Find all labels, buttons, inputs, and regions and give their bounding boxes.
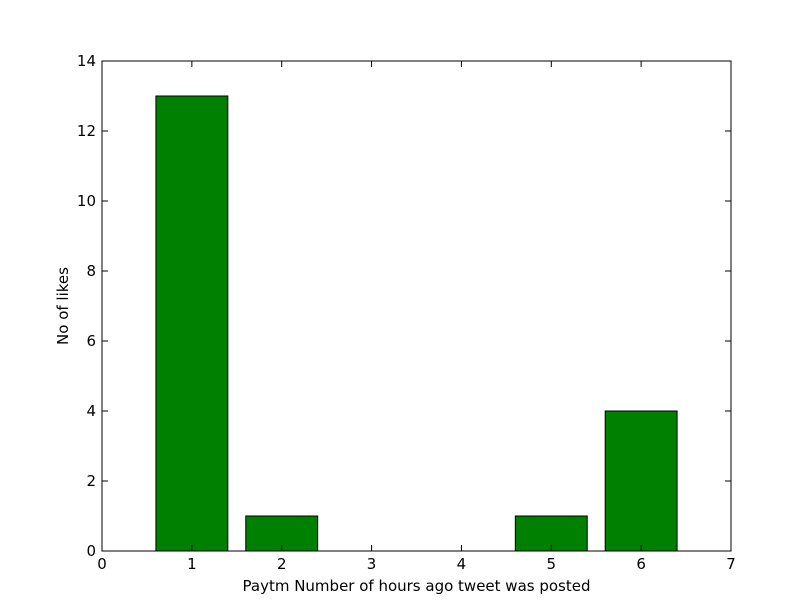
x-tick-label: 2 [277, 555, 287, 573]
y-axis-label: No of likes [54, 267, 72, 345]
x-tick-label: 0 [97, 555, 107, 573]
y-tick-label: 6 [86, 332, 96, 350]
x-tick-label: 7 [726, 555, 736, 573]
x-tick-label: 3 [367, 555, 377, 573]
y-tick-label: 12 [77, 122, 96, 140]
plot-frame [101, 60, 732, 552]
y-tick-label: 0 [86, 542, 96, 560]
y-tick-label: 10 [77, 192, 96, 210]
bar-1 [155, 95, 229, 552]
x-tick-label: 6 [636, 555, 646, 573]
bar-6 [604, 410, 678, 552]
y-tick-label: 14 [77, 52, 96, 70]
x-tick-label: 5 [547, 555, 557, 573]
x-tick-label: 1 [187, 555, 197, 573]
y-tick-label: 8 [86, 262, 96, 280]
y-tick-label: 4 [86, 402, 96, 420]
y-tick-label: 2 [86, 472, 96, 490]
x-tick-label: 4 [457, 555, 467, 573]
x-axis-label: Paytm Number of hours ago tweet was post… [243, 577, 591, 595]
bars-group [155, 95, 678, 552]
